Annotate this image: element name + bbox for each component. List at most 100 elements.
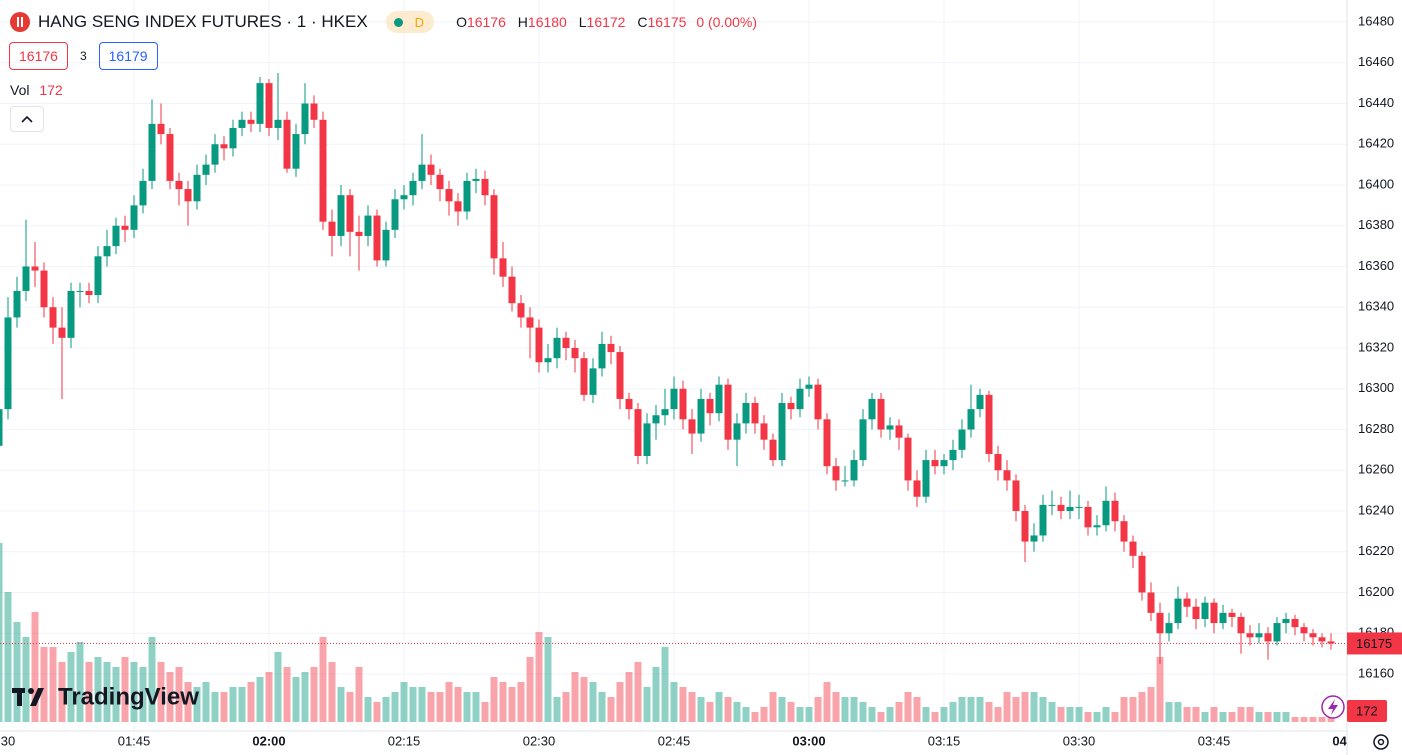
candle-body	[346, 195, 354, 232]
candle-body	[85, 290, 93, 296]
volume-bar	[1102, 707, 1110, 722]
volume-bar	[13, 622, 21, 722]
symbol-icon	[10, 12, 30, 32]
candle-body	[103, 246, 111, 257]
candle-body	[382, 229, 390, 261]
candle-body	[625, 398, 633, 410]
volume-bar	[463, 692, 471, 722]
volume-bar	[67, 652, 75, 722]
y-tick-label: 16260	[1358, 462, 1394, 477]
volume-bar	[238, 687, 246, 722]
volume-bar	[616, 682, 624, 722]
candle-body	[571, 348, 579, 359]
candles	[0, 72, 1347, 664]
volume-bar	[58, 662, 66, 722]
volume-bar	[193, 687, 201, 722]
candle-body	[1102, 500, 1110, 526]
candle-body	[931, 460, 939, 467]
settings-button[interactable]	[1373, 734, 1389, 750]
candle-body	[688, 419, 696, 434]
candle-body	[337, 195, 345, 236]
candle-body	[1084, 506, 1092, 528]
volume-bar	[580, 677, 588, 722]
candle-body	[751, 403, 759, 424]
candle-body	[850, 460, 858, 481]
grid	[0, 0, 1347, 731]
candle-body	[841, 480, 849, 482]
candle-body	[418, 164, 426, 181]
volume-bar	[1111, 712, 1119, 722]
candle-body	[895, 425, 903, 438]
volume-bar	[454, 687, 462, 722]
lightning-button[interactable]	[1321, 695, 1345, 719]
candle-body	[1093, 525, 1101, 528]
collapse-button[interactable]	[10, 106, 44, 132]
candle-body	[1273, 623, 1281, 642]
y-tick-label: 16440	[1358, 95, 1394, 110]
volume-bar	[283, 667, 291, 722]
volume-bar	[742, 707, 750, 722]
candle-body	[805, 384, 813, 389]
volume-bar	[688, 692, 696, 722]
candle-body	[508, 276, 516, 304]
volume-bar	[625, 672, 633, 722]
ohlc-value: 16172	[586, 14, 626, 30]
candle-body	[544, 358, 552, 363]
volume-bar	[661, 647, 669, 722]
candle-body	[13, 290, 21, 318]
candle-body	[1147, 592, 1155, 613]
last-price-label: 16175	[1356, 636, 1392, 651]
volume-legend: Vol 172	[10, 82, 63, 132]
y-tick-label: 16380	[1358, 217, 1394, 232]
trade-row: 16176 3 16179	[9, 42, 158, 70]
session-pill[interactable]: D	[385, 11, 435, 33]
y-tick-label: 16340	[1358, 299, 1394, 314]
candle-body	[184, 189, 192, 202]
volume-bar	[904, 692, 912, 722]
volume-bar	[157, 662, 165, 722]
volume-bar	[472, 692, 480, 722]
candle-body	[886, 425, 894, 430]
volume-bar	[859, 702, 867, 722]
legend-header: HANG SENG INDEX FUTURES · 1 · HKEX D O16…	[10, 9, 757, 35]
candle-body	[301, 103, 309, 135]
candle-body	[58, 327, 66, 338]
x-tick-label: 04:00	[1332, 733, 1365, 748]
volume-bar	[166, 672, 174, 722]
volume-bar	[319, 637, 327, 722]
volume-bar	[112, 667, 120, 722]
candle-body	[778, 403, 786, 461]
volume-bar	[976, 697, 984, 722]
candle-body	[454, 201, 462, 212]
volume-bar	[823, 682, 831, 722]
volume-bar	[571, 672, 579, 722]
candle-body	[1174, 598, 1182, 624]
candle-body	[1246, 633, 1254, 638]
volume-pane	[0, 543, 1335, 722]
candle-body	[1066, 506, 1074, 511]
y-tick-label: 16220	[1358, 543, 1394, 558]
volume-bar	[130, 662, 138, 722]
ohlc-value: 16175	[647, 14, 687, 30]
volume-bar	[346, 692, 354, 722]
candle-body	[310, 103, 318, 120]
candle-body	[526, 317, 534, 328]
candle-body	[238, 119, 246, 128]
volume-bar	[364, 697, 372, 722]
candle-body	[1111, 500, 1119, 522]
volume-bar	[121, 657, 129, 722]
candle-body	[823, 419, 831, 467]
candle-body	[400, 195, 408, 200]
x-tick-label: 03:30	[1063, 733, 1096, 748]
candle-body	[391, 199, 399, 230]
candle-body	[274, 119, 282, 128]
y-tick-label: 16200	[1358, 584, 1394, 599]
volume-bar	[967, 697, 975, 722]
candle-body	[445, 189, 453, 202]
volume-bar	[382, 697, 390, 722]
y-tick-label: 16480	[1358, 13, 1394, 28]
candle-body	[859, 419, 867, 461]
buy-button[interactable]: 16179	[98, 42, 158, 70]
sell-button[interactable]: 16176	[9, 42, 68, 70]
